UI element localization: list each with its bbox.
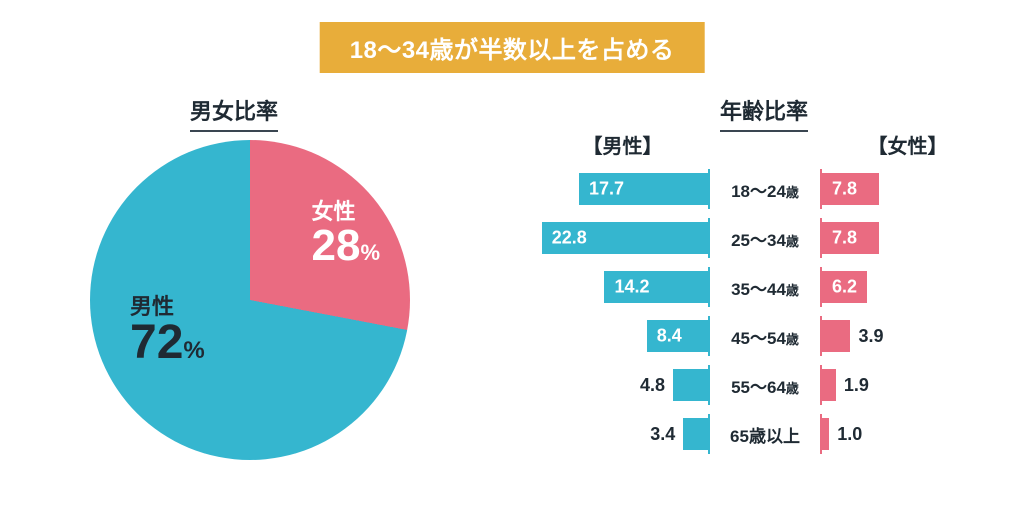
age-row: 22.8 25～34歳 7.8 xyxy=(535,218,995,258)
gender-ratio-title-text: 男女比率 xyxy=(190,99,278,124)
age-bucket-label: 35～44歳 xyxy=(710,275,820,300)
percent-unit-icon: % xyxy=(183,337,204,364)
female-value: 1.9 xyxy=(836,375,877,396)
female-value: 7.8 xyxy=(832,228,857,249)
female-side: 1.0 xyxy=(822,414,995,454)
male-bar: 14.2 xyxy=(604,271,708,303)
male-bar: 22.8 xyxy=(542,222,708,254)
female-value: 3.9 xyxy=(850,326,891,347)
pie-label-male: 男性 72% xyxy=(130,295,205,368)
male-side: 22.8 xyxy=(535,218,708,258)
female-value: 1.0 xyxy=(829,424,870,445)
age-row: 3.4 65歳以上 1.0 xyxy=(535,414,995,454)
age-row: 17.7 18～24歳 7.8 xyxy=(535,169,995,209)
male-bar: 8.4 xyxy=(647,320,708,352)
pie-female-percent: 28 xyxy=(311,221,360,270)
male-side: 4.8 xyxy=(535,365,708,405)
age-ratio-title: 年齢比率 xyxy=(720,94,808,132)
female-side: 3.9 xyxy=(822,316,995,356)
male-side: 17.7 xyxy=(535,169,708,209)
pie-female-caption: 女性 xyxy=(311,200,380,223)
male-side: 8.4 xyxy=(535,316,708,356)
female-side: 1.9 xyxy=(822,365,995,405)
female-bar xyxy=(822,418,829,450)
age-row: 8.4 45～54歳 3.9 xyxy=(535,316,995,356)
age-column-headers: 【男性】 【女性】 xyxy=(535,130,995,159)
female-value: 6.2 xyxy=(832,277,857,298)
age-bucket-label: 65歳以上 xyxy=(710,422,820,447)
age-bucket-label: 18～24歳 xyxy=(710,177,820,202)
male-side: 3.4 xyxy=(535,414,708,454)
female-side: 6.2 xyxy=(822,267,995,307)
pie-male-caption: 男性 xyxy=(130,295,205,318)
age-row: 4.8 55～64歳 1.9 xyxy=(535,365,995,405)
age-bucket-label: 55～64歳 xyxy=(710,373,820,398)
male-value: 17.7 xyxy=(589,179,624,200)
age-bucket-label: 45～54歳 xyxy=(710,324,820,349)
age-row: 14.2 35～44歳 6.2 xyxy=(535,267,995,307)
gender-ratio-title: 男女比率 xyxy=(190,94,278,132)
female-bar: 6.2 xyxy=(822,271,867,303)
male-bar: 17.7 xyxy=(579,173,708,205)
age-pyramid-chart: 【男性】 【女性】 17.7 18～24歳 7.8 22.8 25～34歳 7.8 14.2… xyxy=(535,130,995,454)
percent-unit-icon: % xyxy=(360,240,380,265)
female-side: 7.8 xyxy=(822,169,995,209)
female-bar xyxy=(822,369,836,401)
male-value: 22.8 xyxy=(552,228,587,249)
male-value: 14.2 xyxy=(614,277,649,298)
male-value: 8.4 xyxy=(657,326,682,347)
female-column-header: 【女性】 xyxy=(820,130,995,159)
female-bar xyxy=(822,320,850,352)
female-bar: 7.8 xyxy=(822,173,879,205)
age-bucket-label: 25～34歳 xyxy=(710,226,820,251)
female-bar: 7.8 xyxy=(822,222,879,254)
female-value: 7.8 xyxy=(832,179,857,200)
age-ratio-title-text: 年齢比率 xyxy=(720,99,808,124)
female-side: 7.8 xyxy=(822,218,995,258)
male-bar xyxy=(683,418,708,450)
male-value: 4.8 xyxy=(632,375,673,396)
male-column-header: 【男性】 xyxy=(535,130,710,159)
male-bar xyxy=(673,369,708,401)
male-value: 3.4 xyxy=(642,424,683,445)
gender-pie-chart: 女性 28% 男性 72% xyxy=(90,140,410,460)
pie-label-female: 女性 28% xyxy=(311,200,380,269)
headline-banner: 18～34歳が半数以上を占める xyxy=(320,22,705,73)
pie-male-percent: 72 xyxy=(130,316,183,369)
age-rows: 17.7 18～24歳 7.8 22.8 25～34歳 7.8 14.2 35～44歳 6.2 8… xyxy=(535,169,995,454)
male-side: 14.2 xyxy=(535,267,708,307)
headline-text: 18～34歳が半数以上を占める xyxy=(350,37,675,64)
